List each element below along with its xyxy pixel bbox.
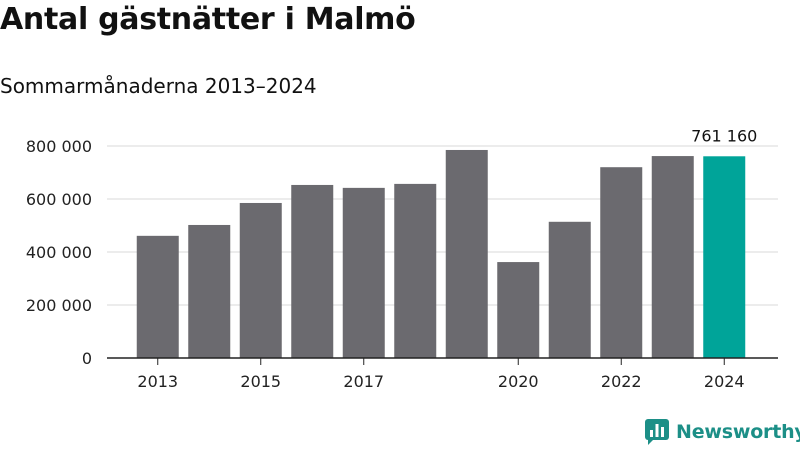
chart-subtitle: Sommarmånaderna 2013–2024 — [0, 74, 317, 98]
data-labels: 761 160 — [691, 126, 757, 145]
x-tick-label: 2020 — [498, 372, 539, 391]
x-tick-label: 2024 — [704, 372, 745, 391]
bar-2020 — [497, 262, 540, 358]
bar-2016 — [291, 184, 334, 358]
bar-2019 — [445, 149, 488, 358]
bar-2017 — [342, 187, 385, 358]
x-tick-label: 2017 — [343, 372, 384, 391]
chart-title: Antal gästnätter i Malmö — [0, 2, 416, 37]
x-tick-label: 2022 — [601, 372, 642, 391]
y-tick-label: 600 000 — [26, 190, 92, 209]
bar-2023 — [651, 156, 694, 358]
x-tick-label: 2015 — [240, 372, 281, 391]
newsworthy-logo: Newsworthy — [644, 418, 800, 446]
bar-2013 — [136, 235, 179, 358]
bar-2022 — [600, 167, 643, 358]
newsworthy-logo-icon — [645, 419, 669, 445]
bar-2021 — [548, 221, 591, 358]
x-tick-label: 2013 — [137, 372, 178, 391]
bar-2014 — [188, 224, 231, 358]
data-label: 761 160 — [691, 126, 757, 145]
bar-2015 — [239, 202, 282, 358]
y-tick-label: 0 — [82, 349, 92, 368]
y-tick-label: 400 000 — [26, 243, 92, 262]
brand-name: Newsworthy — [676, 421, 800, 443]
bar-2018 — [394, 183, 437, 358]
y-tick-label: 200 000 — [26, 296, 92, 315]
x-axis-ticks: 2013 2015 2017 2020 2022 2024 — [137, 358, 745, 391]
y-tick-label: 800 000 — [26, 137, 92, 156]
y-axis-ticks: 0 200 000 400 000 600 000 800 000 — [26, 137, 92, 368]
bar-2024 — [703, 156, 746, 358]
bars — [136, 149, 746, 358]
